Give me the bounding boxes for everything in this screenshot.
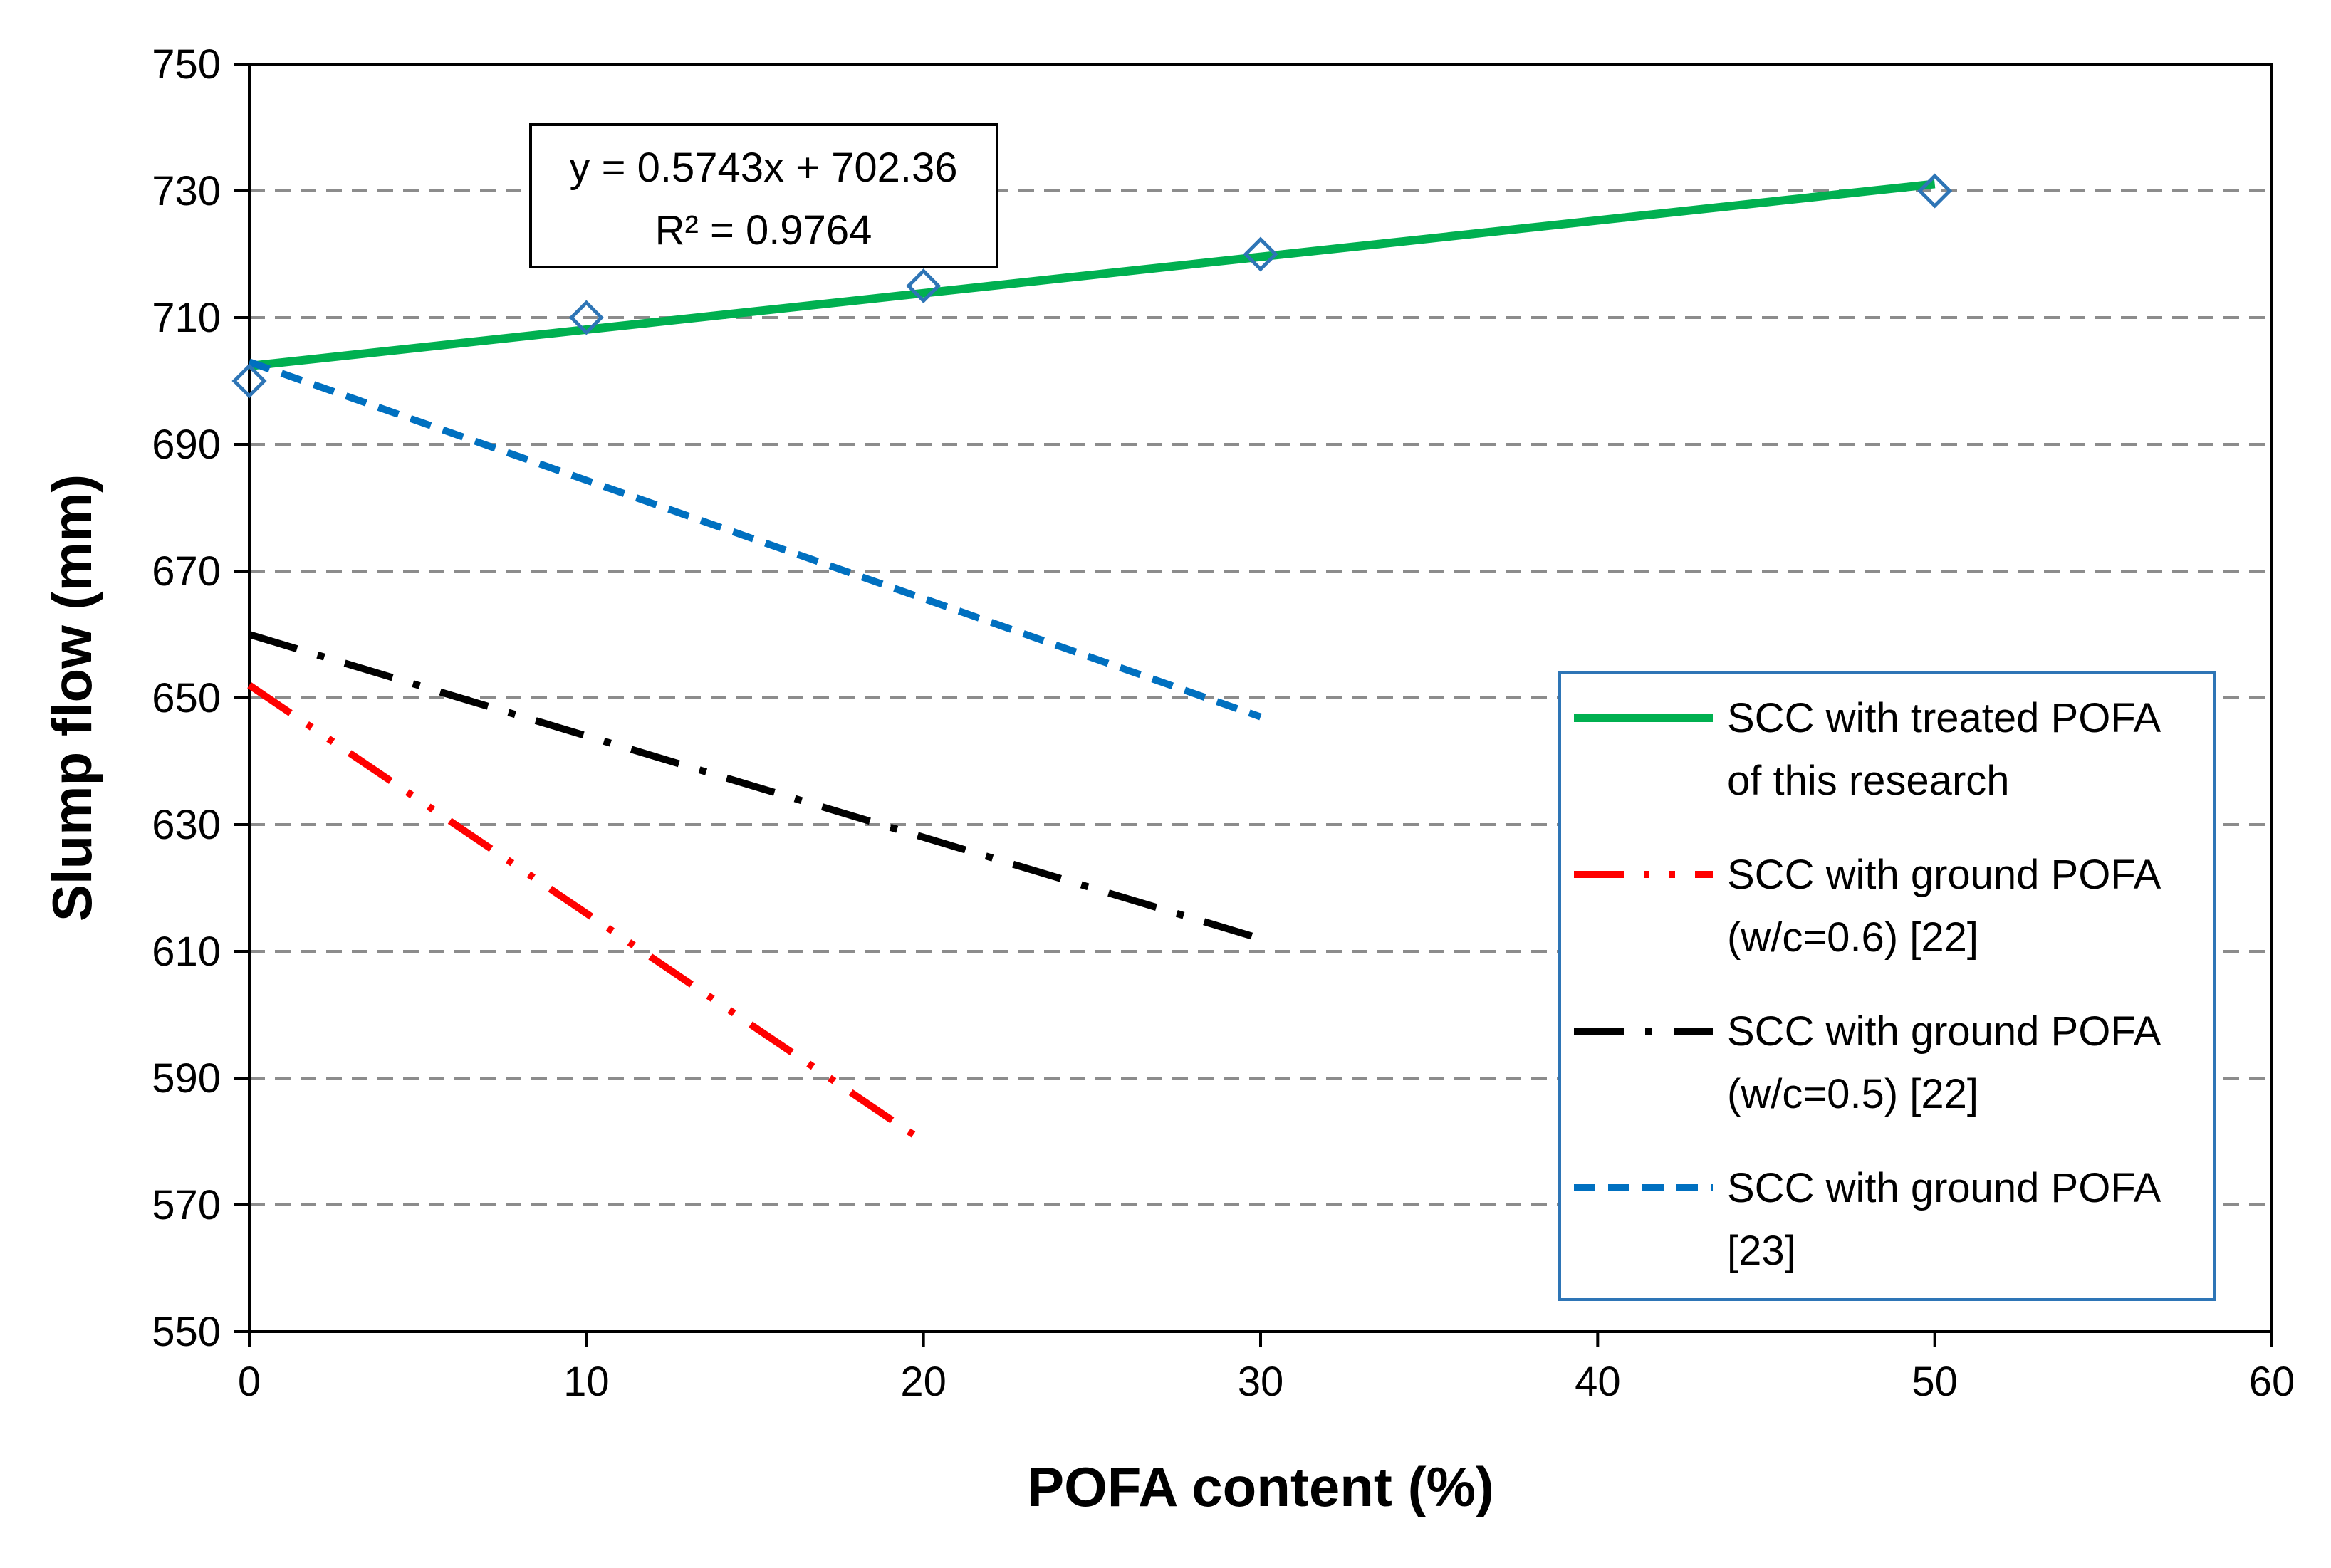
legend-label-3: SCC with ground POFA (1727, 1165, 2161, 1211)
y-tick-label: 570 (152, 1182, 221, 1228)
data-point-marker (1917, 173, 1953, 209)
trendline-equation-box: y = 0.5743x + 702.36 R² = 0.9764 (529, 123, 998, 268)
y-tick-label: 730 (152, 168, 221, 214)
y-tick-label: 610 (152, 929, 221, 975)
legend-label-1: SCC with ground POFA (1727, 852, 2161, 898)
legend-label-3: [23] (1727, 1228, 1796, 1274)
data-markers (231, 173, 1953, 399)
trendline-r-squared: R² = 0.9764 (655, 207, 872, 254)
legend-label-2: SCC with ground POFA (1727, 1008, 2161, 1055)
legend-label-0: of this research (1727, 758, 2010, 804)
data-point-marker (231, 363, 267, 399)
axes (234, 63, 2273, 1347)
series-lines (247, 179, 1936, 1145)
series-line-0 (249, 179, 1936, 370)
x-tick-label: 60 (2249, 1359, 2295, 1405)
y-axis-title: Slump flow (mm) (41, 474, 103, 921)
x-axis-title: POFA content (%) (1027, 1455, 1494, 1518)
y-tick-label: 710 (152, 295, 221, 341)
y-tick-label: 670 (152, 548, 221, 595)
legend-label-1: (w/c=0.6) [22] (1727, 914, 1978, 961)
equation-box-frame (529, 123, 998, 268)
legend-label-2: (w/c=0.5) [22] (1727, 1071, 1978, 1117)
data-point-marker (906, 268, 942, 304)
x-tick-label: 20 (900, 1359, 947, 1405)
x-tick-label: 10 (563, 1359, 610, 1405)
legend-label-0: SCC with treated POFA (1727, 695, 2161, 741)
series-line-1 (247, 682, 926, 1145)
series-line-3 (248, 358, 1262, 721)
y-tick-label: 690 (152, 422, 221, 468)
x-tick-label: 0 (238, 1359, 261, 1405)
series-line-2 (248, 631, 1262, 942)
y-tick-label: 630 (152, 802, 221, 848)
legend-frame (1558, 671, 2216, 1301)
legend: SCC with treated POFA of this research SCC… (1558, 671, 2216, 1301)
x-tick-label: 30 (1238, 1359, 1284, 1405)
trendline-equation: y = 0.5743x + 702.36 (570, 145, 958, 191)
x-tick-label: 40 (1575, 1359, 1621, 1405)
data-point-marker (568, 300, 604, 335)
y-tick-label: 750 (152, 41, 221, 88)
y-tick-label: 550 (152, 1309, 221, 1355)
y-tick-label: 590 (152, 1055, 221, 1102)
tick-labels: 550 570 590 610 630 650 670 690 710 730 750 0 10 20 30… (152, 41, 2295, 1405)
data-point-marker (1243, 236, 1278, 272)
x-tick-label: 50 (1912, 1359, 1958, 1405)
y-tick-label: 650 (152, 675, 221, 721)
